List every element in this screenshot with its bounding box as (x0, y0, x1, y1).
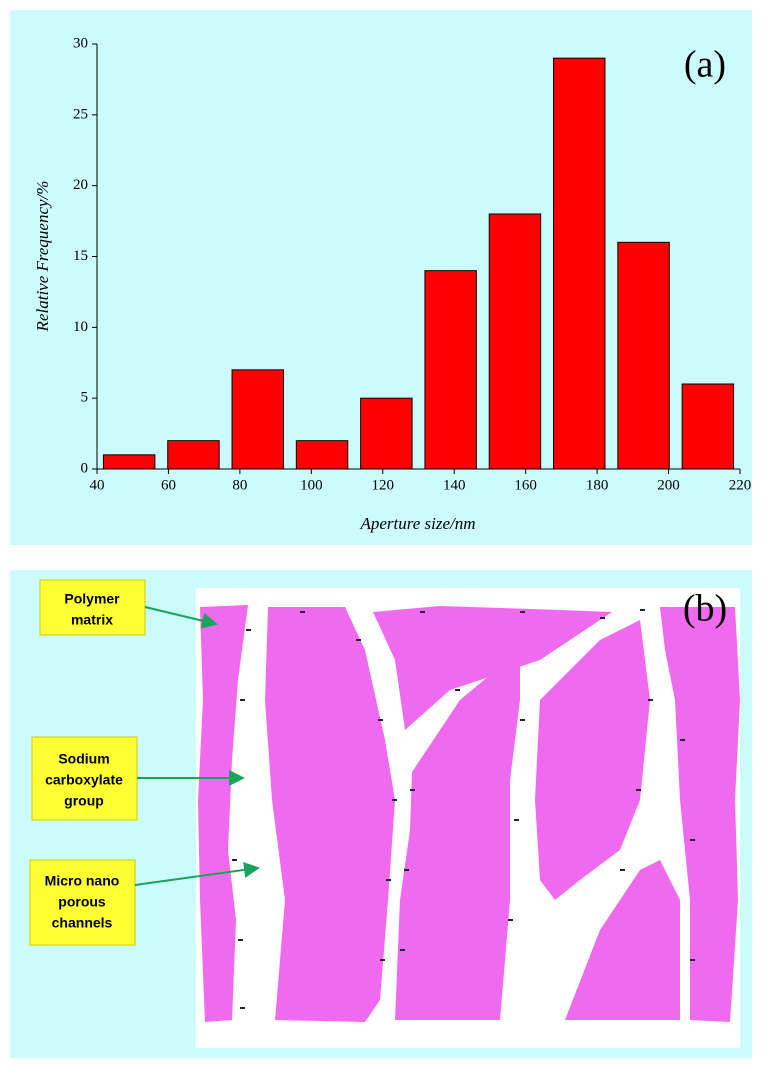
bar (167, 440, 220, 470)
bar (424, 270, 477, 470)
y-tick-label: 20 (73, 177, 88, 193)
polymer-matrix (198, 605, 740, 1022)
bar (102, 454, 156, 470)
y-tick-label: 10 (73, 319, 88, 335)
x-tick-label: 140 (443, 477, 466, 493)
bar (553, 57, 606, 470)
x-tick-label: 160 (514, 477, 537, 493)
x-tick-label: 80 (232, 477, 247, 493)
x-axis-label: Aperture size/nm (359, 514, 475, 533)
x-tick-label: 220 (729, 477, 752, 493)
callout-label: Sodium (58, 751, 109, 767)
y-tick-label: 30 (73, 35, 88, 51)
callout-label: group (64, 793, 104, 809)
x-tick-label: 100 (300, 477, 323, 493)
x-tick-label: 40 (90, 477, 105, 493)
y-tick-label: 15 (73, 248, 88, 264)
callouts (29, 579, 260, 946)
bar (231, 369, 284, 470)
callout-label: Polymer (64, 591, 120, 607)
carboxylate-groups (232, 609, 695, 1009)
panel-label: (b) (683, 588, 727, 630)
x-tick-label: 60 (161, 477, 176, 493)
callout-label: channels (52, 915, 113, 931)
bar (295, 440, 349, 470)
bar (681, 383, 735, 470)
y-tick-label: 25 (73, 106, 88, 122)
x-tick-label: 180 (586, 477, 609, 493)
x-tick-label: 120 (372, 477, 395, 493)
y-tick-label: 0 (81, 460, 89, 476)
bar (360, 397, 413, 470)
x-tick-label: 200 (657, 477, 680, 493)
y-tick-label: 5 (81, 390, 89, 406)
callout-label: Micro nano (45, 873, 120, 889)
panel-label: (a) (684, 44, 726, 86)
bar (488, 213, 542, 470)
callout-label: carboxylate (45, 772, 123, 788)
y-axis-label: Relative Frequency/% (33, 181, 52, 333)
bar (617, 241, 670, 470)
callout-label: matrix (71, 612, 113, 628)
callout-label: porous (58, 894, 106, 910)
